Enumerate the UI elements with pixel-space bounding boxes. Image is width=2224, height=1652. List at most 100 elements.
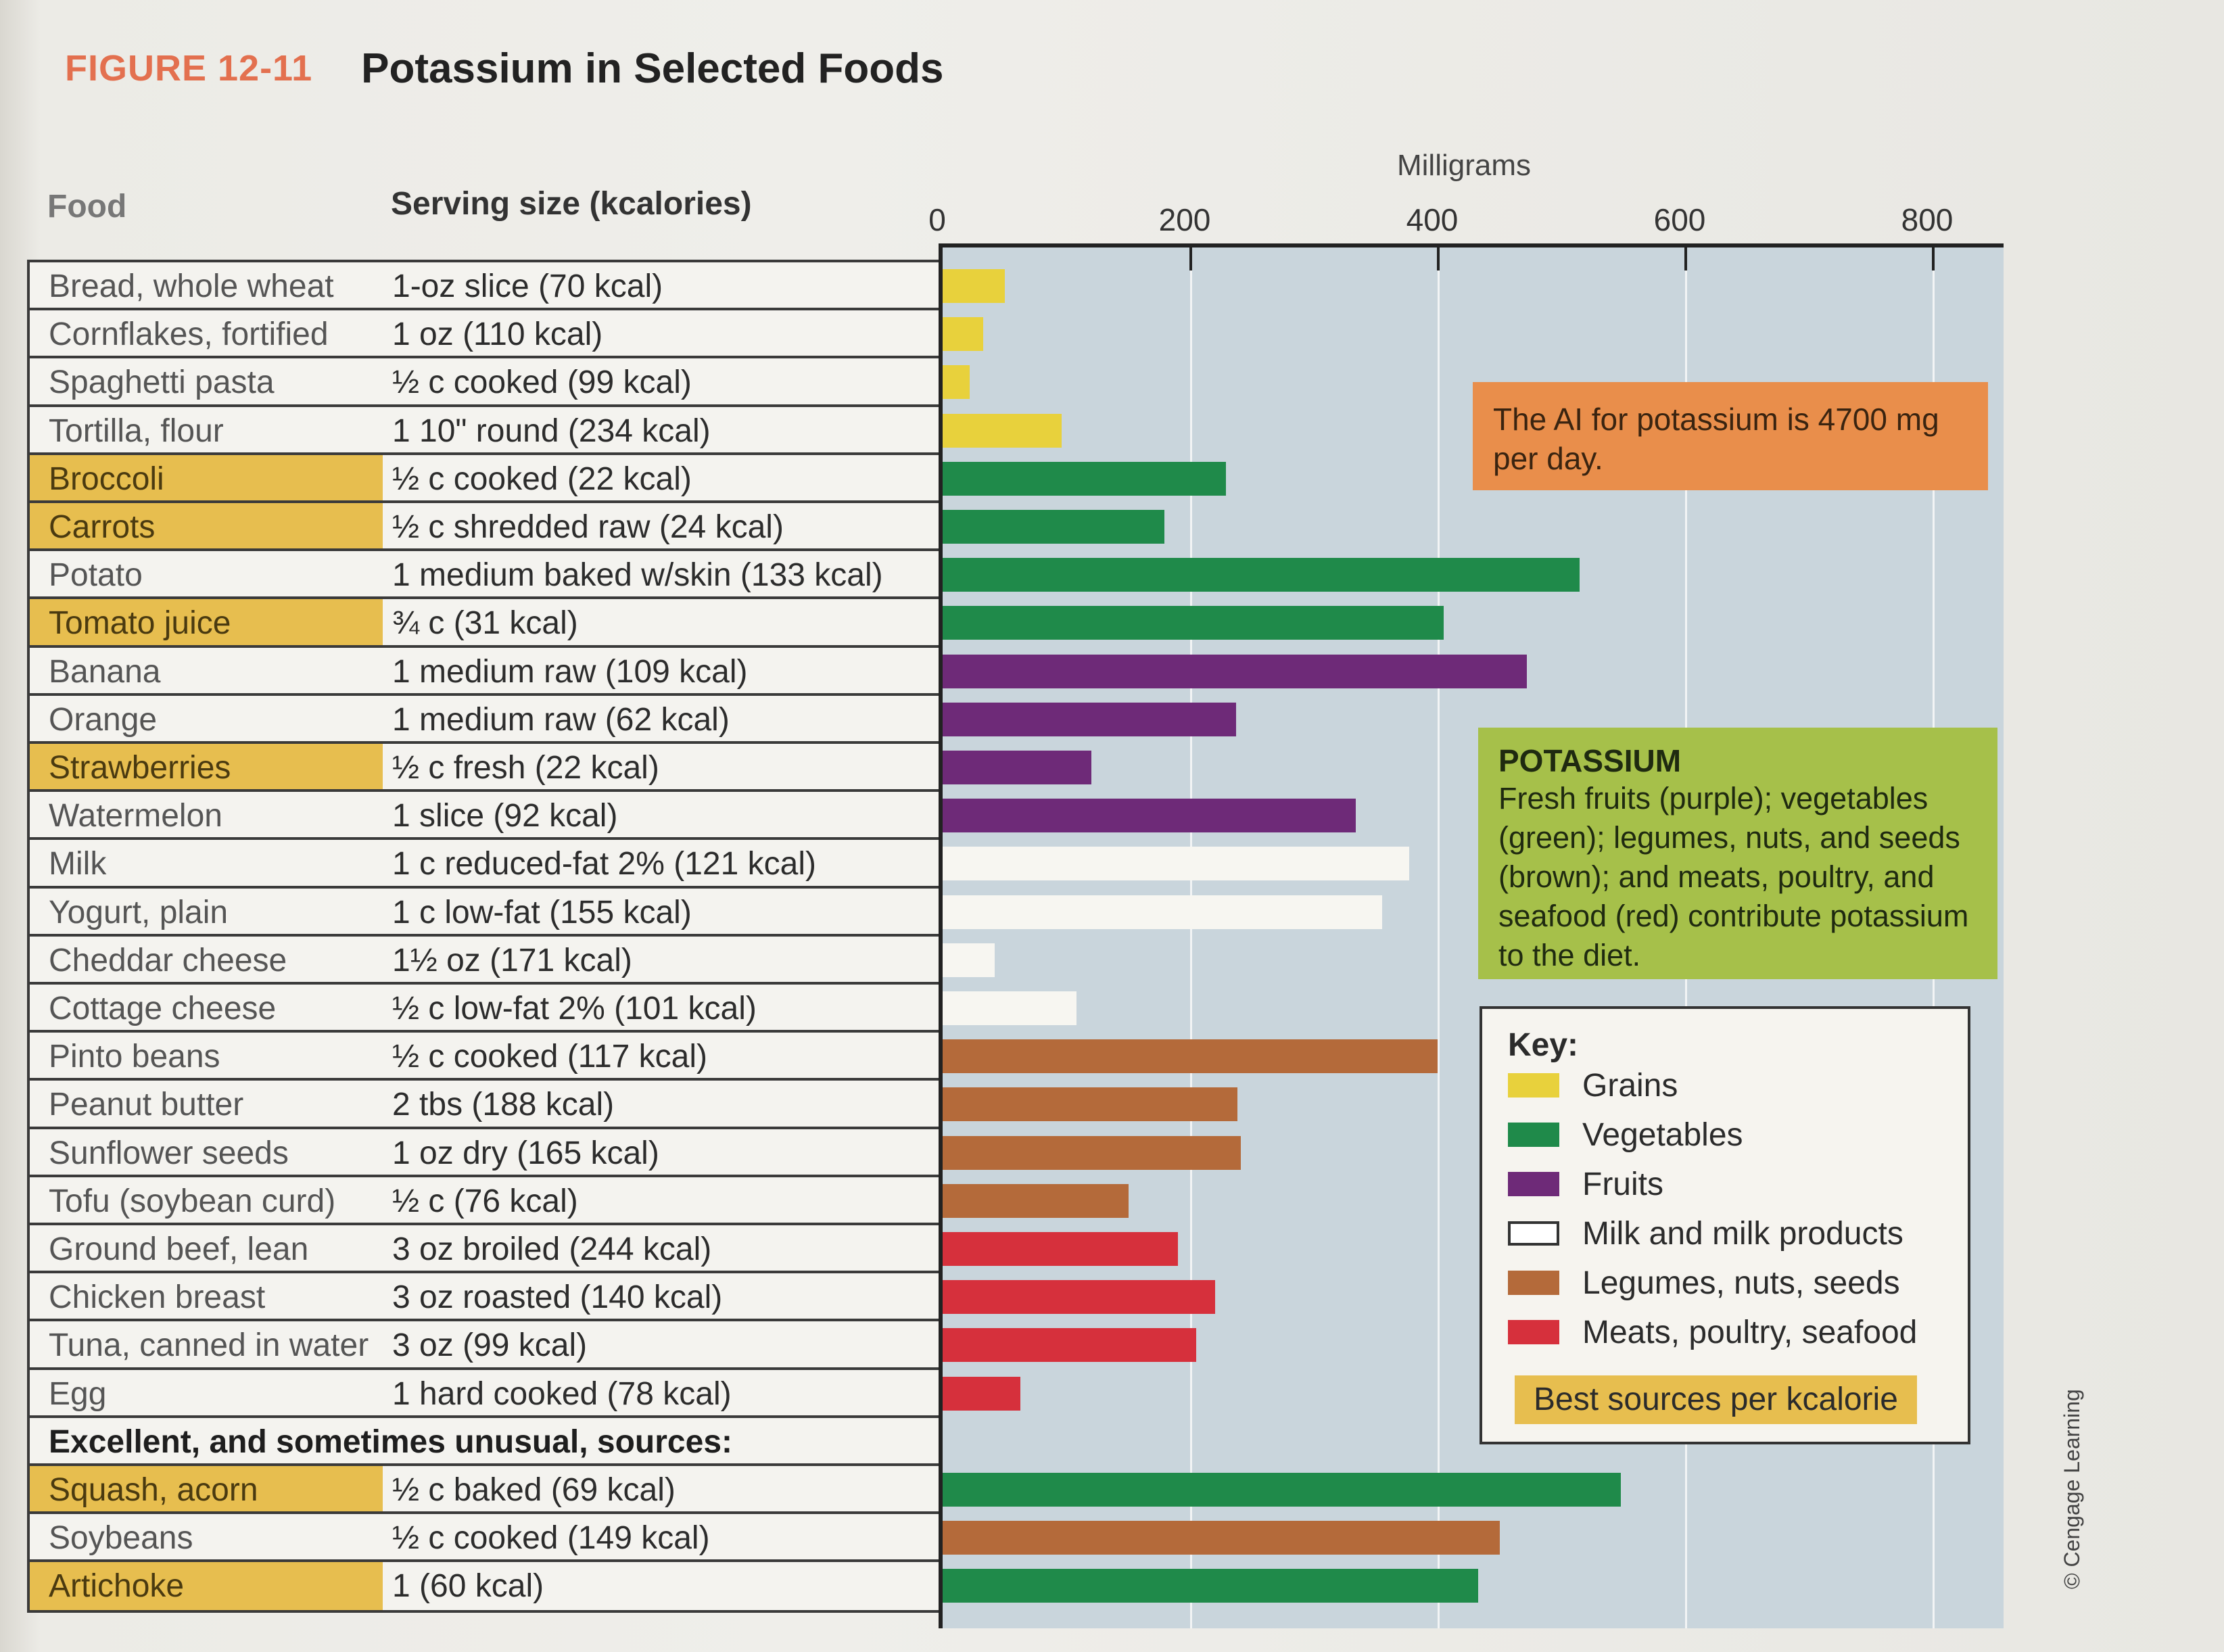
table-row: Tuna, canned in water 3 oz (99 kcal) <box>27 1319 941 1370</box>
figure-title: Potassium in Selected Foods <box>361 45 944 92</box>
x-tick <box>1932 243 1935 270</box>
food-name: Cornflakes, fortified <box>27 310 383 359</box>
serving-size: ½ c fresh (22 kcal) <box>392 750 659 786</box>
bar-cheddar-cheese <box>943 943 995 977</box>
legend-swatch <box>1508 1271 1559 1295</box>
figure-label: FIGURE 12-11 <box>65 48 313 89</box>
legend-swatch <box>1508 1320 1559 1344</box>
serving-size: ½ c cooked (149 kcal) <box>392 1520 710 1557</box>
serving-size: 1 oz (110 kcal) <box>392 316 603 353</box>
bar-soybeans <box>943 1521 1500 1555</box>
x-tick-label: 600 <box>1653 202 1706 237</box>
table-row: Yogurt, plain 1 c low-fat (155 kcal) <box>27 885 941 937</box>
legend-label: Meats, poultry, seafood <box>1582 1314 1918 1350</box>
table-row: Orange 1 medium raw (62 kcal) <box>27 692 941 744</box>
legend-item: Vegetables <box>1508 1117 1743 1153</box>
bar-banana <box>943 654 1527 688</box>
section-row: Excellent, and sometimes unusual, source… <box>27 1415 941 1466</box>
potassium-info-box: POTASSIUM Fresh fruits (purple); vegetab… <box>1478 728 1997 979</box>
bar-sunflower-seeds <box>943 1135 1241 1170</box>
table-row: Tortilla, flour 1 10" round (234 kcal) <box>27 404 941 455</box>
food-column-header: Food <box>47 189 127 225</box>
serving-size: 1½ oz (171 kcal) <box>392 942 632 978</box>
food-name: Cottage cheese <box>27 985 383 1033</box>
bar-watermelon <box>943 799 1356 833</box>
food-name: Potato <box>27 551 383 600</box>
bar-egg <box>943 1376 1021 1411</box>
food-name: Yogurt, plain <box>27 888 383 937</box>
table-row: Cornflakes, fortified 1 oz (110 kcal) <box>27 308 941 359</box>
serving-size: 1 (60 kcal) <box>392 1568 544 1605</box>
serving-size: ½ c cooked (99 kcal) <box>392 364 692 401</box>
serving-size: ½ c low-fat 2% (101 kcal) <box>392 991 757 1026</box>
bar-squash-acorn <box>943 1473 1621 1507</box>
serving-size: 3 oz broiled (244 kcal) <box>392 1231 712 1267</box>
serving-size: 1 slice (92 kcal) <box>392 798 618 834</box>
gridline <box>1438 247 1440 1628</box>
serving-size: 1 medium baked w/skin (133 kcal) <box>392 557 883 594</box>
serving-size: 1-oz slice (70 kcal) <box>392 268 663 304</box>
food-name: Tuna, canned in water <box>27 1321 383 1370</box>
bar-strawberries <box>943 751 1091 784</box>
bar-tofu-soybean-curd <box>943 1183 1129 1218</box>
food-name: Tomato juice <box>27 599 383 648</box>
serving-size: ½ c shredded raw (24 kcal) <box>392 509 784 545</box>
legend-title: Key: <box>1508 1027 1579 1063</box>
bar-broccoli <box>943 461 1227 496</box>
bar-cottage-cheese <box>943 991 1076 1025</box>
bar-milk <box>943 847 1409 881</box>
legend-item: Milk and milk products <box>1508 1216 1903 1252</box>
food-name: Watermelon <box>27 792 383 841</box>
food-name: Tortilla, flour <box>27 406 383 455</box>
legend-best-sources: Best sources per kcalorie <box>1515 1375 1917 1424</box>
gridline <box>1190 247 1192 1628</box>
food-name: Ground beef, lean <box>27 1225 383 1273</box>
food-name: Sunflower seeds <box>27 1129 383 1177</box>
serving-size: ½ c (76 kcal) <box>392 1183 578 1219</box>
legend-label: Legumes, nuts, seeds <box>1582 1265 1900 1301</box>
x-tick-label: 800 <box>1901 202 1954 237</box>
food-name: Egg <box>27 1369 383 1418</box>
legend-item: Grains <box>1508 1067 1678 1104</box>
x-tick <box>1684 243 1687 270</box>
bar-carrots <box>943 510 1164 544</box>
legend-swatch <box>1508 1073 1559 1098</box>
food-name: Peanut butter <box>27 1081 383 1129</box>
table-row: Tofu (soybean curd) ½ c (76 kcal) <box>27 1174 941 1225</box>
table-row: Egg 1 hard cooked (78 kcal) <box>27 1367 941 1418</box>
food-name: Spaghetti pasta <box>27 358 383 407</box>
bar-cornflakes-fortified <box>943 317 984 352</box>
legend-item: Legumes, nuts, seeds <box>1508 1265 1900 1301</box>
table-row: Ground beef, lean 3 oz broiled (244 kcal) <box>27 1223 941 1273</box>
bar-artichoke <box>943 1569 1479 1603</box>
serving-size: 1 medium raw (109 kcal) <box>392 653 748 690</box>
bar-tortilla-flour <box>943 413 1062 448</box>
table-row: Broccoli ½ c cooked (22 kcal) <box>27 452 941 503</box>
serving-size: 1 10" round (234 kcal) <box>392 412 711 449</box>
legend-swatch <box>1508 1123 1559 1147</box>
serving-size: 1 hard cooked (78 kcal) <box>392 1375 732 1412</box>
serving-size: ½ c baked (69 kcal) <box>392 1472 676 1508</box>
ai-note-box: The AI for potassium is 4700 mg per day. <box>1473 382 1988 490</box>
table-row: Banana 1 medium raw (109 kcal) <box>27 644 941 696</box>
x-tick-label: 400 <box>1406 202 1459 237</box>
bar-bread-whole-wheat <box>943 269 1005 303</box>
table-row: Soybeans ½ c cooked (149 kcal) <box>27 1511 941 1563</box>
potassium-heading: POTASSIUM <box>1498 743 1682 778</box>
serving-size: 1 oz dry (165 kcal) <box>392 1135 659 1171</box>
bar-spaghetti-pasta <box>943 365 970 400</box>
legend-key: Key: Grains Vegetables Fruits Milk and milk… <box>1480 1006 1970 1444</box>
table-row: Peanut butter 2 tbs (188 kcal) <box>27 1078 941 1129</box>
food-name: Carrots <box>27 503 383 551</box>
legend-label: Grains <box>1582 1067 1678 1104</box>
x-tick <box>1437 243 1440 270</box>
potassium-text: Fresh fruits (purple); vegetables (green… <box>1498 781 1969 972</box>
credit-text: © Cengage Learning <box>2060 1389 2084 1589</box>
serving-size: ¾ c (31 kcal) <box>392 605 578 642</box>
bar-tomato-juice <box>943 606 1444 640</box>
table-row: Watermelon 1 slice (92 kcal) <box>27 789 941 841</box>
table-row: Artichoke 1 (60 kcal) <box>27 1559 941 1613</box>
food-name: Tofu (soybean curd) <box>27 1177 383 1225</box>
food-name: Strawberries <box>27 744 383 792</box>
table-row: Bread, whole wheat 1-oz slice (70 kcal) <box>27 260 941 310</box>
